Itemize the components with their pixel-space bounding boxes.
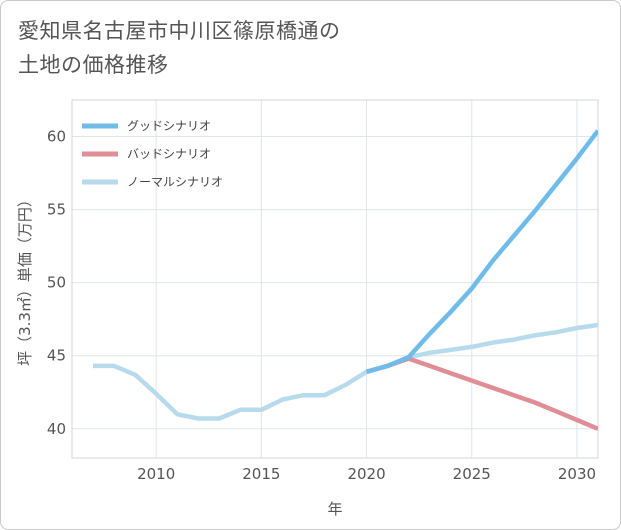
series-layer [93,129,598,431]
y-tick-label: 60 [47,128,66,146]
series-line-1 [365,356,598,431]
y-tick-label: 55 [47,201,66,219]
y-tick-label: 40 [47,420,66,438]
x-axis-label: 年 [327,500,342,518]
legend-label: グッドシナリオ [127,119,211,133]
grid [72,100,598,458]
y-tick-label: 50 [47,274,66,292]
series-line-2 [93,322,598,421]
chart-title: 愛知県名古屋市中川区篠原橋通の 土地の価格推移 [18,14,538,82]
chart-title-line-1: 愛知県名古屋市中川区篠原橋通の [18,19,341,43]
x-tick-label: 2025 [453,465,491,483]
x-tick-label: 2030 [558,465,596,483]
x-axis-ticks: 2010 2015 2020 2025 2030 [137,465,596,483]
y-axis-ticks: 40 45 50 55 60 [47,128,66,438]
x-tick-label: 2010 [137,465,175,483]
series-line-0 [365,129,598,374]
y-axis-label: 坪（3.3㎡）単価（万円） [16,192,34,366]
legend-label: バッドシナリオ [127,147,211,161]
y-tick-label: 45 [47,347,66,365]
x-tick-label: 2020 [347,465,385,483]
chart-title-line-2: 土地の価格推移 [18,53,169,77]
x-tick-label: 2015 [242,465,280,483]
legend-label: ノーマルシナリオ [127,175,223,189]
plot-area [71,99,599,459]
